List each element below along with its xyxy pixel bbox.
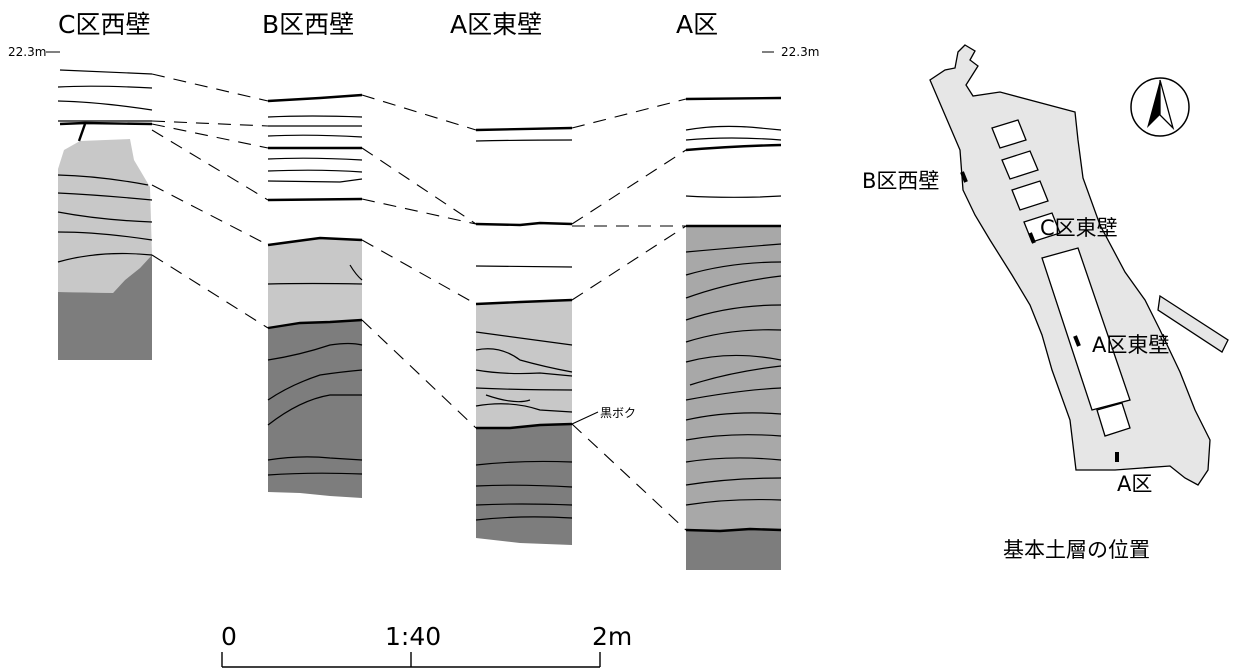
map-label-c-east: C区東壁 xyxy=(1040,216,1118,240)
layer-light-a-east xyxy=(476,300,572,428)
elevation-label-right: 22.3m xyxy=(781,45,819,59)
section-b-west xyxy=(267,93,363,498)
scale-bar: 0 1:40 2m xyxy=(221,622,632,668)
column-title-a: A区 xyxy=(676,10,718,39)
layer-mid-a xyxy=(686,226,781,530)
marker-b-west xyxy=(960,171,968,183)
marker-a-east xyxy=(1073,335,1081,347)
site-map: B区西壁 C区東壁 A区東壁 A区 基本土層の位置 xyxy=(862,44,1229,562)
layer-dark-a-east xyxy=(476,424,572,545)
site-courtyard xyxy=(1041,247,1131,411)
scale-label-0: 0 xyxy=(221,622,237,651)
column-title-c-west: C区西壁 xyxy=(58,10,150,39)
annotation-kuroboku: 黒ボク xyxy=(600,406,636,420)
map-label-a-east: A区東壁 xyxy=(1092,333,1169,357)
correlation-lines xyxy=(151,73,687,531)
site-appendage xyxy=(1157,294,1229,353)
annotation-leader xyxy=(571,411,599,425)
section-c-west xyxy=(57,69,153,360)
map-caption: 基本土層の位置 xyxy=(1003,538,1150,562)
elevation-label-left: 22.3m xyxy=(8,45,46,59)
section-a-east xyxy=(475,126,573,545)
layer-dark-a xyxy=(686,529,781,570)
map-label-a: A区 xyxy=(1117,472,1152,496)
scale-label-2m: 2m xyxy=(592,622,632,651)
layer-light-c-west xyxy=(58,139,152,293)
column-title-a-east: A区東壁 xyxy=(450,10,542,39)
layer-dark-c-west xyxy=(58,255,152,360)
scale-label-ratio: 1:40 xyxy=(385,622,441,651)
north-arrow-icon xyxy=(1130,77,1190,137)
layer-dark-b-west xyxy=(268,320,362,498)
marker-c-east xyxy=(1028,232,1036,244)
column-title-b-west: B区西壁 xyxy=(262,10,354,39)
section-a xyxy=(685,96,782,570)
map-label-b-west: B区西壁 xyxy=(862,169,939,193)
